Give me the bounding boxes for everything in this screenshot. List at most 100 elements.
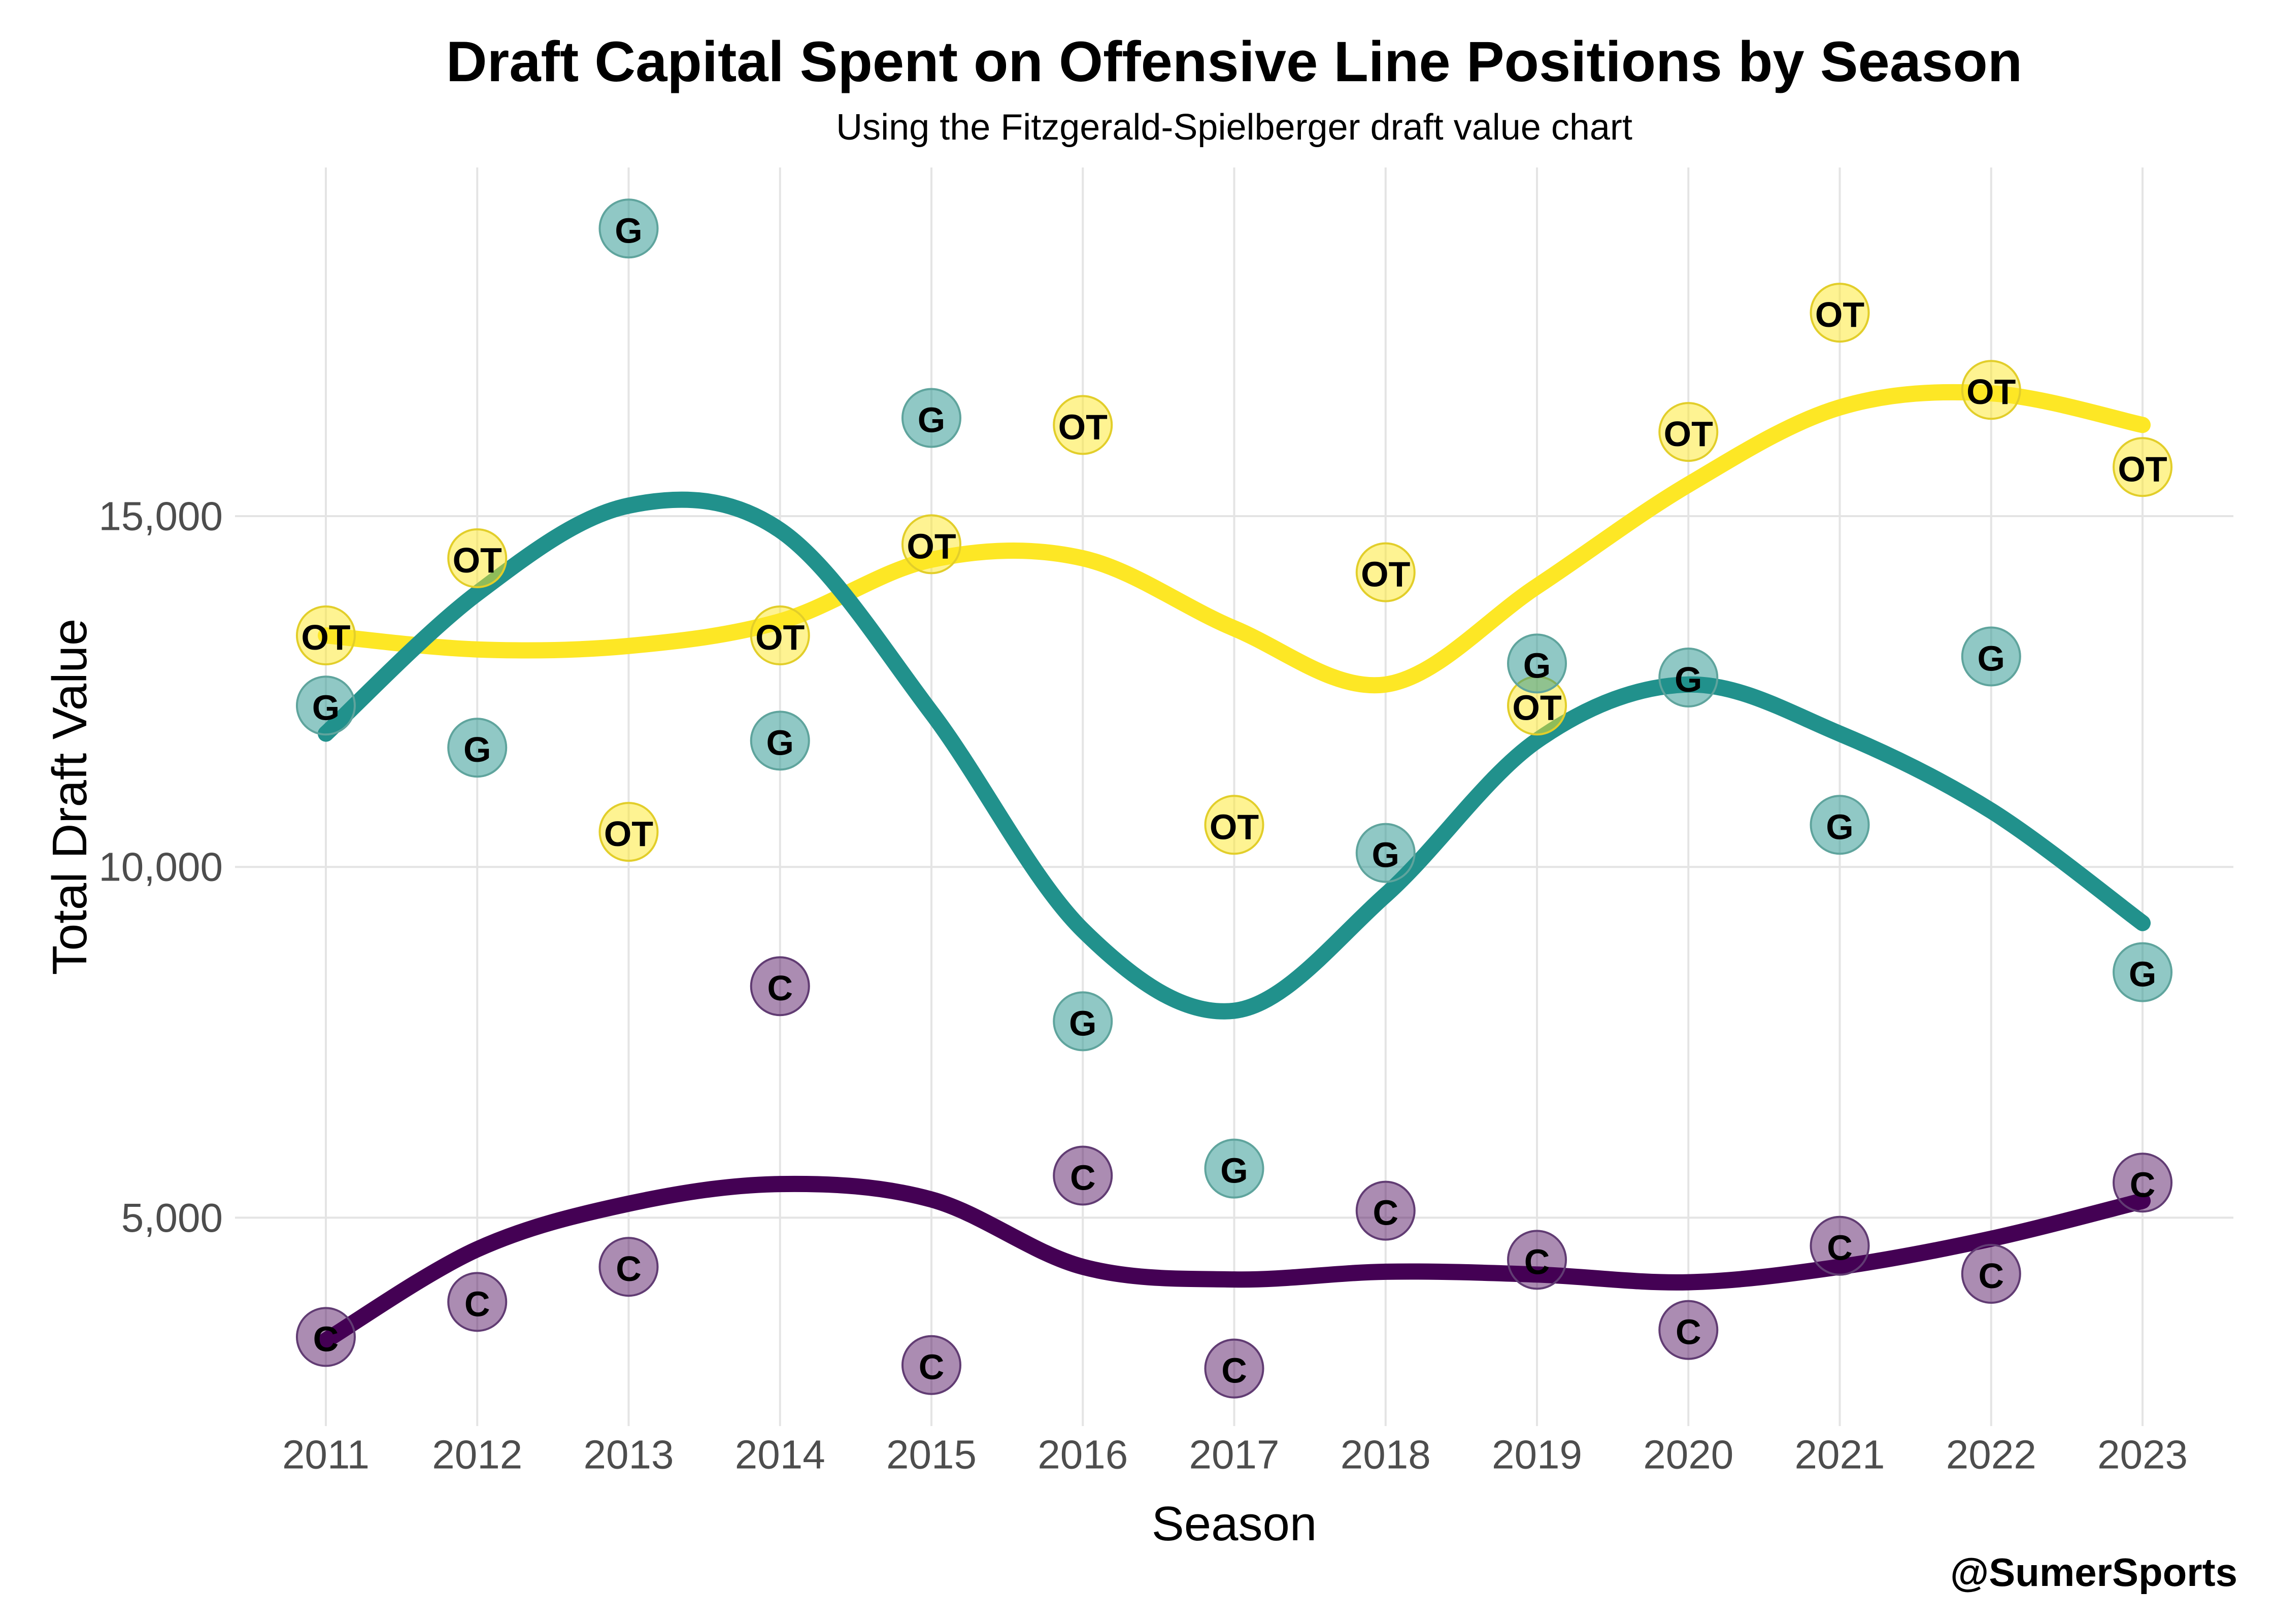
point-C-2020 xyxy=(1658,1300,1719,1360)
point-C-2012 xyxy=(447,1272,508,1332)
point-label-C-2022: C xyxy=(1979,1256,2004,1296)
point-label-G-2019: G xyxy=(1523,646,1551,685)
point-G-2018 xyxy=(1355,823,1416,883)
point-C-2017 xyxy=(1204,1338,1264,1399)
point-label-G-2023: G xyxy=(2129,955,2156,994)
point-G-2016 xyxy=(1053,991,1113,1052)
x-tick-label-2022: 2022 xyxy=(1946,1432,2036,1477)
point-C-2013 xyxy=(598,1237,659,1297)
x-tick-label-2019: 2019 xyxy=(1492,1432,1582,1477)
point-G-2021 xyxy=(1810,795,1870,855)
point-label-G-2013: G xyxy=(615,211,642,250)
point-OT-2023 xyxy=(2113,437,2173,497)
point-G-2013 xyxy=(598,198,659,259)
point-label-OT-2018: OT xyxy=(1361,555,1410,594)
point-C-2021 xyxy=(1810,1215,1870,1276)
point-label-C-2011: C xyxy=(313,1319,339,1359)
y-axis-title: Total Draft Value xyxy=(43,618,97,975)
trend-line-C xyxy=(318,1175,2151,1349)
x-tick-label-2020: 2020 xyxy=(1643,1432,1733,1477)
point-OT-2011 xyxy=(295,605,356,666)
point-label-G-2020: G xyxy=(1675,660,1702,699)
point-C-2014 xyxy=(750,956,810,1017)
point-label-C-2012: C xyxy=(464,1284,490,1324)
trend-line-G xyxy=(318,491,2151,1020)
y-tick-label-5000: 5,000 xyxy=(121,1195,223,1240)
x-tick-label-2016: 2016 xyxy=(1038,1432,1128,1477)
chart-title: Draft Capital Spent on Offensive Line Po… xyxy=(446,30,2023,93)
point-label-G-2016: G xyxy=(1069,1003,1096,1043)
point-label-OT-2022: OT xyxy=(1966,372,2016,412)
x-tick-label-2021: 2021 xyxy=(1795,1432,1885,1477)
point-C-2016 xyxy=(1053,1145,1113,1206)
point-G-2020 xyxy=(1658,647,1719,707)
point-label-C-2023: C xyxy=(2130,1165,2156,1204)
point-C-2015 xyxy=(901,1335,961,1395)
point-C-2019 xyxy=(1507,1230,1567,1290)
point-label-G-2022: G xyxy=(1978,639,2005,679)
point-label-C-2017: C xyxy=(1221,1351,1247,1391)
point-label-OT-2017: OT xyxy=(1210,807,1259,847)
x-axis-title: Season xyxy=(1151,1497,1317,1551)
x-tick-label-2013: 2013 xyxy=(583,1432,674,1477)
point-label-C-2014: C xyxy=(767,968,793,1008)
point-OT-2020 xyxy=(1658,402,1719,462)
point-C-2023 xyxy=(2113,1153,2173,1213)
point-label-OT-2016: OT xyxy=(1058,407,1108,447)
point-C-2011 xyxy=(295,1307,356,1367)
point-G-2015 xyxy=(901,388,961,448)
watermark-handle: @SumerSports xyxy=(1950,1550,2237,1595)
point-label-OT-2015: OT xyxy=(907,526,956,566)
x-tick-label-2012: 2012 xyxy=(432,1432,522,1477)
point-label-OT-2023: OT xyxy=(2118,449,2167,489)
point-OT-2016 xyxy=(1053,395,1113,455)
point-G-2012 xyxy=(447,718,508,778)
point-G-2023 xyxy=(2113,942,2173,1002)
point-C-2022 xyxy=(1961,1244,2021,1304)
x-tick-label-2014: 2014 xyxy=(735,1432,825,1477)
x-tick-label-2015: 2015 xyxy=(886,1432,977,1477)
point-label-OT-2020: OT xyxy=(1664,414,1713,454)
point-OT-2012 xyxy=(447,528,508,588)
point-OT-2014 xyxy=(750,605,810,666)
trend-line-OT xyxy=(318,384,2151,694)
point-label-C-2019: C xyxy=(1524,1242,1550,1281)
point-OT-2015 xyxy=(901,514,961,574)
point-OT-2021 xyxy=(1810,283,1870,343)
point-label-G-2014: G xyxy=(766,723,794,762)
point-label-G-2015: G xyxy=(918,400,945,440)
point-label-C-2021: C xyxy=(1827,1228,1853,1268)
point-OT-2017 xyxy=(1204,795,1264,855)
point-label-OT-2021: OT xyxy=(1815,295,1864,334)
point-label-OT-2011: OT xyxy=(301,618,350,657)
point-label-C-2015: C xyxy=(919,1347,945,1387)
point-G-2011 xyxy=(295,675,356,736)
point-label-C-2020: C xyxy=(1676,1312,1701,1352)
point-label-C-2013: C xyxy=(616,1249,642,1289)
point-label-C-2016: C xyxy=(1070,1158,1096,1197)
y-tick-label-10000: 10,000 xyxy=(98,844,223,890)
point-G-2017 xyxy=(1204,1138,1264,1199)
x-tick-label-2023: 2023 xyxy=(2097,1432,2188,1477)
point-label-OT-2014: OT xyxy=(755,618,805,657)
point-label-C-2018: C xyxy=(1373,1193,1398,1233)
point-label-G-2012: G xyxy=(463,730,491,769)
point-G-2014 xyxy=(750,710,810,771)
point-label-OT-2019: OT xyxy=(1512,688,1561,727)
x-tick-label-2018: 2018 xyxy=(1341,1432,1431,1477)
point-OT-2018 xyxy=(1355,542,1416,602)
chart-subtitle: Using the Fitzgerald-Spielberger draft v… xyxy=(836,107,1632,148)
point-label-G-2018: G xyxy=(1372,835,1399,875)
point-G-2022 xyxy=(1961,626,2021,687)
point-label-G-2021: G xyxy=(1826,807,1853,847)
point-OT-2022 xyxy=(1961,360,2021,420)
point-label-OT-2012: OT xyxy=(453,540,502,580)
point-label-G-2011: G xyxy=(312,688,340,727)
y-tick-label-15000: 15,000 xyxy=(98,494,223,539)
point-G-2019 xyxy=(1507,633,1567,694)
point-C-2018 xyxy=(1355,1180,1416,1241)
point-OT-2013 xyxy=(598,802,659,862)
point-label-G-2017: G xyxy=(1220,1151,1248,1191)
point-label-OT-2013: OT xyxy=(604,814,653,854)
